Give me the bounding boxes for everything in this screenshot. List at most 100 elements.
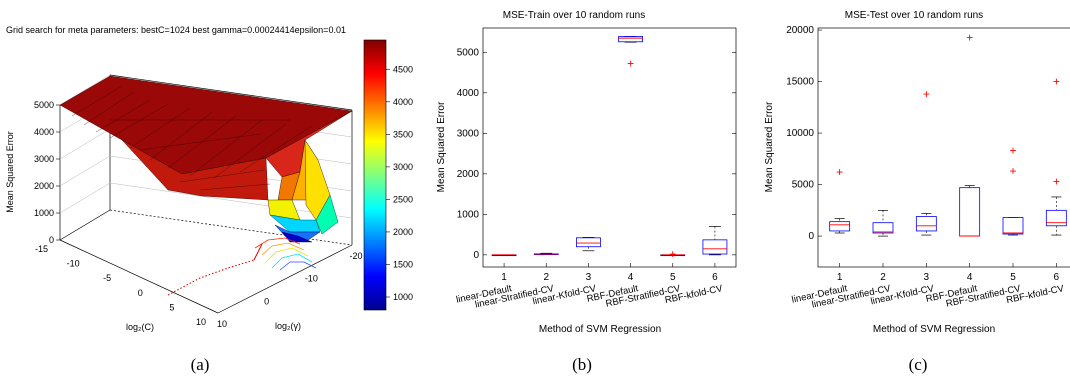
train-method-labels: linear-Defaultlinear-Stratified-CVlinear… — [455, 283, 724, 311]
train-y-ticks: 0 1000 2000 3000 4000 5000 — [457, 47, 736, 261]
colorbar-tick-label: 3000 — [393, 162, 413, 172]
y-tick-label: 4000 — [457, 88, 480, 99]
caption-b: (b) — [572, 355, 592, 374]
box — [576, 237, 601, 248]
caption-c: (c) — [909, 355, 928, 374]
box — [872, 222, 894, 234]
y-axis-ticks: 10 0 -10 -20 — [217, 251, 363, 329]
x-tick-label: -15 — [35, 244, 48, 254]
train-y-label: Mean Squared Error — [436, 101, 447, 192]
outlier-marker: + — [1009, 164, 1016, 178]
z-tick-label: 4000 — [34, 127, 54, 137]
test-x-label: Method of SVM Regression — [873, 324, 995, 335]
box — [1002, 217, 1024, 235]
x-tick-label: 5 — [670, 272, 676, 283]
test-chart-title: MSE-Test over 10 random runs — [845, 10, 983, 21]
box — [915, 216, 937, 232]
y-tick-label: 10000 — [786, 128, 814, 139]
y-tick-label: 10 — [217, 319, 227, 329]
x-tick-label: 6 — [712, 272, 718, 283]
colorbar-tick-label: 4500 — [393, 64, 413, 74]
y-tick-label: 0 — [264, 296, 269, 306]
colorbar-tick-label: 2500 — [393, 194, 413, 204]
test-y-ticks: 0 5000 10000 15000 20000 — [786, 25, 822, 242]
test-method-labels: linear-Defaultlinear-Stratified-CVlinear… — [791, 283, 1066, 311]
colorbar — [363, 39, 387, 311]
box — [618, 36, 643, 43]
contour-projection — [254, 237, 317, 271]
y-tick-label: -20 — [349, 251, 362, 261]
surface-plot-panel: Grid search for meta parameters: bestC=1… — [5, 25, 413, 332]
test-y-label: Mean Squared Error — [764, 101, 775, 192]
test-boxes: + + + + + + + — [829, 30, 1067, 237]
box — [959, 187, 981, 237]
x-tick-label: 4 — [628, 272, 634, 283]
y-tick-label: 2000 — [457, 169, 480, 180]
train-chart-title: MSE-Train over 10 random runs — [503, 10, 645, 21]
x-tick-label: 10 — [196, 317, 206, 327]
y-tick-label: 1000 — [457, 209, 480, 220]
box — [1045, 209, 1067, 227]
outlier-marker: + — [669, 247, 676, 261]
train-boxes: ++ — [491, 36, 728, 261]
outlier-marker: + — [966, 30, 973, 44]
x-tick-label: 6 — [1054, 272, 1060, 283]
x-axis-ticks: -15 -10 -5 0 5 10 — [35, 244, 206, 327]
y-tick-label: 0 — [808, 231, 814, 242]
surface-plot-title: Grid search for meta parameters: bestC=1… — [6, 25, 346, 35]
x-tick-label: 2 — [880, 272, 886, 283]
colorbar-tick-label: 3500 — [393, 129, 413, 139]
colorbar-tick-label: 1500 — [393, 259, 413, 269]
test-boxplot-panel: MSE-Test over 10 random runs 0 5000 10000 1… — [764, 10, 1070, 335]
outlier-marker: + — [836, 165, 843, 179]
y-tick-label: 0 — [473, 250, 479, 261]
colorbar-tick-label: 1000 — [393, 292, 413, 302]
outlier-marker: + — [1053, 75, 1060, 89]
x-tick-label: 4 — [967, 272, 973, 283]
x-axis-label: log₂(C) — [126, 322, 154, 332]
outlier-marker: + — [923, 87, 930, 101]
x-tick-label: -10 — [67, 259, 80, 269]
y-tick-label: 5000 — [457, 47, 480, 58]
x-tick-label: -5 — [103, 273, 111, 283]
caption-a: (a) — [191, 355, 210, 374]
test-plot-frame — [817, 27, 1070, 268]
y-tick-label: 20000 — [786, 25, 814, 36]
z-axis-label: Mean Squared Error — [5, 131, 15, 213]
best-parameter-path — [167, 243, 263, 296]
x-tick-label: 1 — [837, 272, 843, 283]
outlier-marker: + — [627, 57, 634, 71]
x-tick-label: 3 — [924, 272, 930, 283]
colorbar-ticks: 1000 1500 2000 2500 3000 3500 4000 4500 — [386, 64, 413, 302]
colorbar-tick-label: 2000 — [393, 227, 413, 237]
train-boxplot-panel: MSE-Train over 10 random runs 0 1000 2000 3… — [436, 10, 737, 335]
y-tick-label: 15000 — [786, 77, 814, 88]
colorbar-tick-label: 4000 — [393, 97, 413, 107]
x-tick-label: 5 — [1010, 272, 1016, 283]
train-x-label: Method of SVM Regression — [539, 324, 661, 335]
z-tick-label: 0 — [49, 235, 54, 245]
box — [702, 239, 728, 255]
z-tick-label: 5000 — [34, 100, 54, 110]
x-tick-label: 5 — [169, 302, 174, 312]
x-tick-label: 3 — [586, 272, 592, 283]
x-tick-label: 2 — [543, 272, 549, 283]
test-x-ticks: 1 2 3 4 5 6 — [837, 263, 1060, 283]
z-axis-ticks: 0 1000 2000 3000 4000 5000 — [34, 100, 60, 245]
y-tick-label: 5000 — [792, 180, 815, 191]
train-x-ticks: 1 2 3 4 5 6 — [501, 263, 718, 283]
y-tick-label: -10 — [305, 274, 318, 284]
outlier-marker: + — [1009, 144, 1016, 158]
surface-3d-frame — [59, 74, 353, 314]
z-tick-label: 2000 — [34, 181, 54, 191]
box — [829, 221, 851, 232]
y-axis-label: log₂(γ) — [275, 321, 301, 331]
z-tick-label: 3000 — [34, 154, 54, 164]
y-tick-label: 3000 — [457, 128, 480, 139]
x-tick-label: 0 — [138, 288, 143, 298]
x-tick-label: 1 — [501, 272, 507, 283]
surface-mesh — [59, 75, 353, 243]
outlier-marker: + — [1053, 174, 1060, 188]
train-plot-frame — [482, 27, 737, 268]
